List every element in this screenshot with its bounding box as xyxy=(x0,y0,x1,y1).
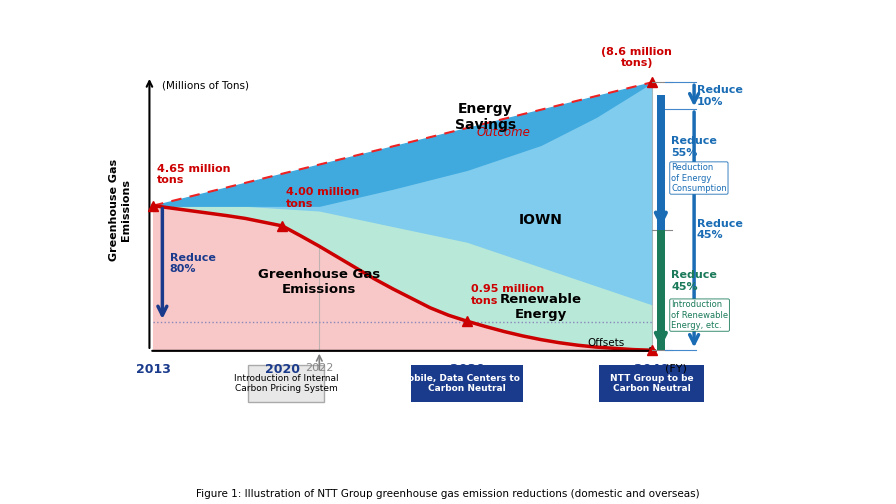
Text: Introduction of Internal
Carbon Pricing System: Introduction of Internal Carbon Pricing … xyxy=(234,374,339,393)
Text: Reduce
80%: Reduce 80% xyxy=(169,253,216,274)
Text: Introduction
of Renewable
Energy, etc.: Introduction of Renewable Energy, etc. xyxy=(671,300,728,330)
Text: 2030: 2030 xyxy=(450,363,485,376)
Text: Greenhouse Gas
Emissions: Greenhouse Gas Emissions xyxy=(258,268,381,296)
Text: 2022: 2022 xyxy=(306,363,333,373)
Text: (FY): (FY) xyxy=(665,363,686,373)
Text: Greenhouse Gas
Emissions: Greenhouse Gas Emissions xyxy=(109,159,131,262)
Text: NTT Group to be
Carbon Neutral: NTT Group to be Carbon Neutral xyxy=(610,374,694,393)
Text: Offsets: Offsets xyxy=(587,338,625,348)
Text: Reduce
10%: Reduce 10% xyxy=(697,85,743,106)
FancyBboxPatch shape xyxy=(657,95,665,230)
Text: Outcome: Outcome xyxy=(477,126,530,139)
Text: 2020: 2020 xyxy=(265,363,300,376)
Text: IOWN: IOWN xyxy=(519,213,563,227)
Text: Energy
Savings: Energy Savings xyxy=(455,102,516,132)
Text: Reduction
of Energy
Consumption: Reduction of Energy Consumption xyxy=(671,163,727,193)
FancyBboxPatch shape xyxy=(599,365,704,402)
Text: Reduce
45%: Reduce 45% xyxy=(671,270,717,291)
Text: Mobile, Data Centers to be
Carbon Neutral: Mobile, Data Centers to be Carbon Neutra… xyxy=(399,374,535,393)
FancyBboxPatch shape xyxy=(410,365,523,402)
Text: (8.6 million
tons): (8.6 million tons) xyxy=(601,47,672,68)
Text: 4.65 million
tons: 4.65 million tons xyxy=(157,164,230,185)
Text: Reduce
45%: Reduce 45% xyxy=(697,219,743,240)
Text: Renewable
Energy: Renewable Energy xyxy=(500,293,582,321)
Text: 2040: 2040 xyxy=(634,363,669,376)
FancyBboxPatch shape xyxy=(248,365,324,402)
Text: Figure 1: Illustration of NTT Group greenhouse gas emission reductions (domestic: Figure 1: Illustration of NTT Group gree… xyxy=(196,489,700,499)
Text: 0.95 million
tons: 0.95 million tons xyxy=(470,284,544,305)
Text: (Millions of Tons): (Millions of Tons) xyxy=(162,81,249,90)
Text: Reduce
55%: Reduce 55% xyxy=(671,136,717,158)
Text: 4.00 million
tons: 4.00 million tons xyxy=(286,187,359,209)
FancyBboxPatch shape xyxy=(657,230,665,350)
Text: 2013: 2013 xyxy=(135,363,170,376)
